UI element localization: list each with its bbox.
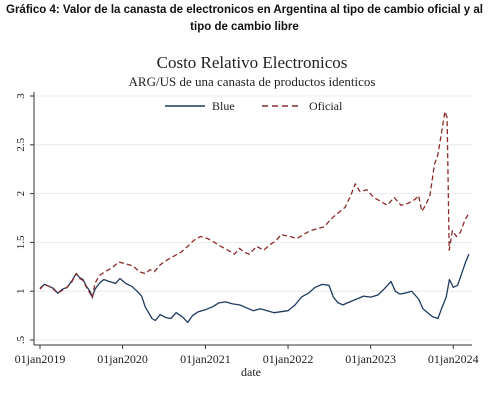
series-lines — [39, 110, 470, 324]
series-line-blue — [39, 253, 470, 324]
x-axis-ticks: 01jan2019 01jan2020 01jan2021 01jan2022 01ja… — [15, 345, 479, 366]
grid-lines — [34, 95, 472, 341]
x-tick-label: 01jan2020 — [97, 352, 148, 366]
y-tick-label: 3 — [15, 93, 27, 99]
figure-caption: Gráfico 4: Valor de la canasta de electr… — [0, 2, 489, 36]
legend-label-blue: Blue — [212, 99, 235, 113]
legend-label-oficial: Oficial — [309, 99, 343, 113]
x-tick-label: 01jan2024 — [428, 352, 479, 366]
y-tick-label: 2 — [15, 191, 27, 197]
x-tick-label: 01jan2022 — [263, 352, 314, 366]
y-axis-ticks: .5 1 1.5 2 2.5 3 — [15, 93, 34, 344]
y-tick-label: .5 — [15, 335, 27, 344]
x-tick-label: 01jan2021 — [180, 352, 231, 366]
y-tick-label: 1.5 — [15, 235, 27, 249]
y-tick-label: 1 — [15, 288, 27, 294]
series-line-oficial — [39, 110, 470, 299]
x-axis-label: date — [241, 365, 261, 379]
x-tick-label: 01jan2023 — [345, 352, 396, 366]
chart-title: Costo Relativo Electronicos — [157, 53, 348, 72]
y-tick-label: 2.5 — [15, 137, 27, 151]
figure-caption-line-1: Gráfico 4: Valor de la canasta de electr… — [6, 4, 483, 16]
figure-caption-line-2: tipo de cambio libre — [190, 21, 299, 33]
chart-subtitle: ARG/US de una canasta de productos ident… — [129, 74, 376, 89]
legend: Blue Oficial — [165, 99, 343, 113]
x-tick-label: 01jan2019 — [15, 352, 66, 366]
